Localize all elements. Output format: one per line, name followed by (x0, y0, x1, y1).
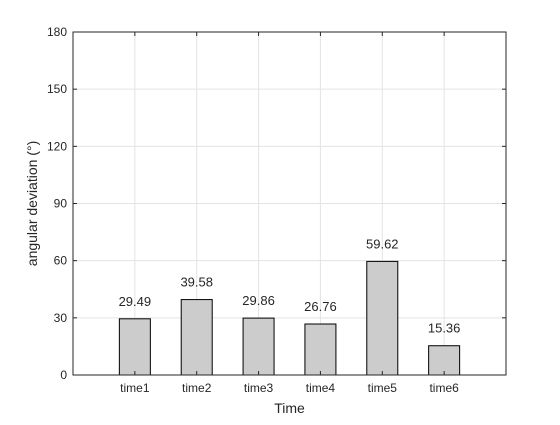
data-label-time2: 39.58 (180, 275, 213, 290)
y-axis-label: angular deviation (°) (24, 141, 40, 266)
x-tick-label-time3: time3 (244, 381, 274, 395)
y-tick-label: 90 (54, 197, 68, 211)
data-label-time4: 26.76 (304, 299, 337, 314)
bar-time1 (118, 318, 151, 376)
data-label-time3: 29.86 (242, 293, 275, 308)
bar-time4 (304, 323, 337, 376)
x-axis-label: Time (274, 400, 305, 416)
x-tick-label-time1: time1 (120, 381, 150, 395)
y-tick-label: 150 (47, 82, 67, 96)
x-tick-label-time6: time6 (429, 381, 459, 395)
y-tick-label: 60 (54, 254, 68, 268)
y-tick-labels: 0 30 60 90 120 150 180 (47, 25, 67, 382)
bars (118, 260, 461, 376)
x-tick-label-time2: time2 (182, 381, 212, 395)
y-tick-label: 0 (60, 368, 67, 382)
data-label-time1: 29.49 (119, 294, 152, 309)
axis-ticks (73, 31, 506, 376)
y-tick-label: 120 (47, 139, 67, 153)
y-tick-label: 30 (54, 311, 68, 325)
x-tick-label-time4: time4 (306, 381, 336, 395)
data-labels: 29.49 39.58 29.86 26.76 59.62 15.36 (119, 236, 461, 335)
x-tick-labels: time1 time2 time3 time4 time5 time6 (120, 381, 459, 395)
bar-time3 (242, 317, 275, 376)
y-tick-label: 180 (47, 25, 67, 39)
data-label-time5: 59.62 (366, 236, 399, 251)
x-tick-label-time5: time5 (368, 381, 398, 395)
data-label-time6: 15.36 (428, 321, 461, 336)
bar-time6 (428, 345, 461, 376)
bar-time2 (180, 299, 213, 376)
bar-time5 (366, 260, 399, 376)
